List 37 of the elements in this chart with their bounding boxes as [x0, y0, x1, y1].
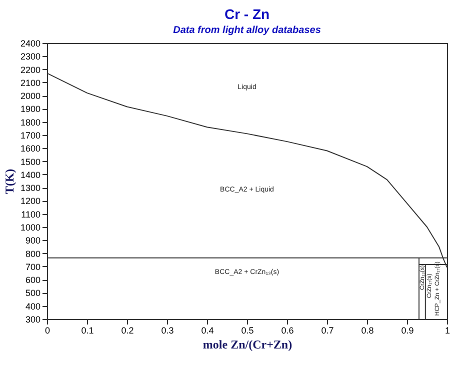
- y-tick-label: 800: [25, 248, 40, 259]
- y-tick-label: 1200: [20, 196, 40, 206]
- y-tick-label: 1500: [20, 156, 40, 167]
- x-tick-label: 0.6: [281, 326, 294, 336]
- y-tick-label: 900: [25, 236, 40, 246]
- y-tick-label: 2000: [20, 91, 40, 102]
- y-tick-label: 700: [25, 262, 40, 272]
- y-tick-label: 400: [25, 301, 40, 312]
- chart-title: Cr - Zn: [224, 6, 270, 22]
- x-tick-label: 0.3: [161, 326, 174, 336]
- x-tick-label: 0: [44, 326, 50, 336]
- y-tick-label: 500: [25, 288, 40, 298]
- chart-subtitle: Data from light alloy databases: [173, 25, 322, 36]
- x-tick-label: 0.7: [321, 326, 334, 336]
- y-axis-title: T(K): [2, 168, 16, 194]
- y-tick-label: 1900: [20, 104, 40, 114]
- y-tick-label: 2100: [20, 78, 40, 88]
- y-tick-label: 1400: [20, 170, 40, 180]
- y-tick-label: 1100: [21, 209, 40, 220]
- y-tick-label: 1300: [20, 183, 40, 194]
- y-tick-label: 2400: [20, 38, 40, 48]
- y-tick-label: 1700: [20, 130, 40, 140]
- y-tick-label: 2300: [20, 52, 40, 62]
- x-tick-label: 0.4: [201, 326, 214, 336]
- y-tick-label: 300: [25, 314, 40, 324]
- x-axis-title: mole Zn/(Cr+Zn): [202, 338, 292, 352]
- x-tick-label: 1: [444, 326, 450, 336]
- y-tick-label: 600: [25, 275, 40, 286]
- x-tick-label: 0.1: [81, 326, 94, 336]
- x-tick-label: 0.2: [121, 326, 134, 336]
- x-tick-label: 0.5: [241, 326, 254, 336]
- y-tick-label: 1800: [20, 117, 40, 128]
- x-tick-label: 0.9: [401, 326, 414, 336]
- y-tick-label: 1600: [20, 144, 40, 154]
- x-tick-label: 0.8: [361, 326, 374, 336]
- y-tick-label: 1000: [20, 222, 40, 232]
- y-tick-label: 2200: [20, 64, 40, 75]
